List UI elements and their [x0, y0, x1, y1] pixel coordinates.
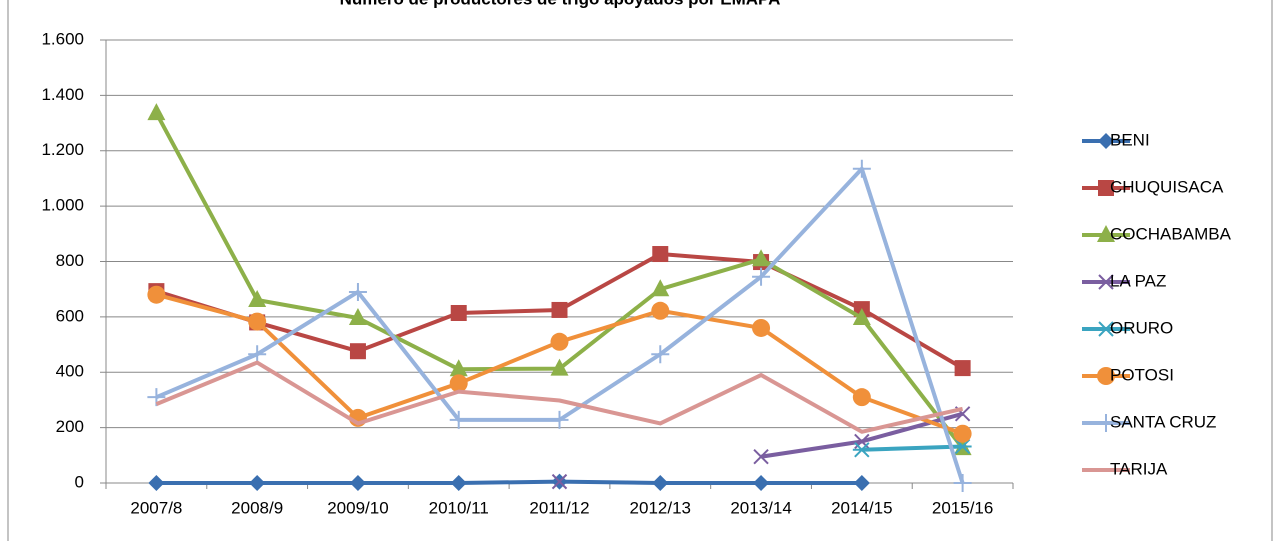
y-tick-label: 600 — [56, 306, 84, 325]
legend-marker — [1098, 274, 1114, 290]
data-point — [248, 289, 267, 307]
y-tick-label: 1.400 — [41, 85, 84, 104]
data-point — [248, 345, 267, 364]
series-line — [155, 360, 964, 434]
data-point — [551, 301, 568, 318]
x-tick-label: 2009/10 — [327, 498, 388, 517]
data-point — [449, 374, 468, 393]
x-tick-label: 2015/16 — [932, 498, 993, 517]
data-point — [147, 103, 166, 121]
legend-marker — [1097, 414, 1115, 432]
data-point — [652, 475, 669, 491]
data-point — [449, 359, 468, 377]
data-point — [148, 475, 165, 491]
data-point — [752, 249, 771, 267]
data-point — [248, 312, 267, 331]
data-point — [651, 279, 670, 297]
y-tick-label: 400 — [56, 362, 84, 381]
data-point — [349, 475, 366, 491]
legend-marker — [1097, 225, 1115, 242]
data-point — [551, 473, 568, 490]
legend-label: LA PAZ — [1110, 271, 1166, 290]
legend-label: POTOSI — [1110, 365, 1174, 384]
chart-frame — [7, 0, 1273, 541]
data-point — [349, 343, 366, 360]
data-point — [651, 301, 670, 320]
data-point — [852, 159, 871, 178]
data-point — [147, 285, 166, 304]
data-point — [550, 358, 569, 376]
data-point — [450, 475, 467, 491]
x-tick-label: 2014/15 — [831, 498, 892, 517]
series-line — [155, 166, 965, 484]
x-tick-label: 2011/12 — [529, 498, 589, 517]
legend-marker — [1098, 180, 1114, 196]
data-point — [953, 438, 972, 455]
series-line — [861, 444, 963, 452]
legend-marker — [1097, 367, 1115, 385]
data-point — [752, 267, 771, 286]
x-tick-label: 2008/9 — [231, 498, 283, 517]
data-point — [852, 307, 871, 325]
data-point — [753, 475, 770, 491]
data-point — [753, 448, 769, 465]
series-line — [154, 112, 965, 450]
data-point — [954, 360, 971, 377]
data-point — [953, 424, 972, 443]
data-point — [450, 304, 467, 321]
legend-label: CHUQUISACA — [1110, 177, 1224, 196]
series-line — [156, 479, 862, 485]
legend-marker — [1097, 321, 1115, 337]
y-tick-label: 0 — [75, 472, 84, 491]
y-tick-label: 1.000 — [41, 196, 84, 215]
data-point — [348, 282, 367, 301]
data-point — [752, 318, 771, 337]
x-tick-label: 2012/13 — [630, 498, 691, 517]
legend-label: ORURO — [1110, 318, 1173, 337]
data-point — [348, 307, 367, 325]
x-tick-label: 2013/14 — [730, 498, 791, 517]
y-tick-label: 800 — [56, 251, 84, 270]
y-tick-label: 1.600 — [41, 29, 84, 48]
legend-label: SANTA CRUZ — [1110, 412, 1216, 431]
data-point — [852, 442, 871, 458]
data-point — [449, 410, 468, 429]
data-point — [651, 345, 670, 364]
data-point — [853, 475, 870, 491]
legend-label: COCHABAMBA — [1110, 224, 1232, 243]
x-tick-label: 2010/11 — [429, 498, 489, 517]
y-tick-label: 1.200 — [41, 140, 84, 159]
chart-title: Número de productores de trigo apoyados … — [340, 0, 781, 8]
data-point — [852, 388, 871, 407]
legend-label: BENI — [1110, 130, 1150, 149]
legend-marker — [1098, 133, 1114, 149]
x-tick-label: 2007/8 — [130, 498, 182, 517]
legend-label: TARIJA — [1110, 459, 1168, 478]
data-point — [550, 410, 569, 429]
data-point — [249, 475, 266, 491]
data-point — [953, 474, 972, 492]
data-point — [652, 246, 669, 263]
data-point — [550, 332, 569, 351]
y-tick-label: 200 — [56, 417, 84, 436]
